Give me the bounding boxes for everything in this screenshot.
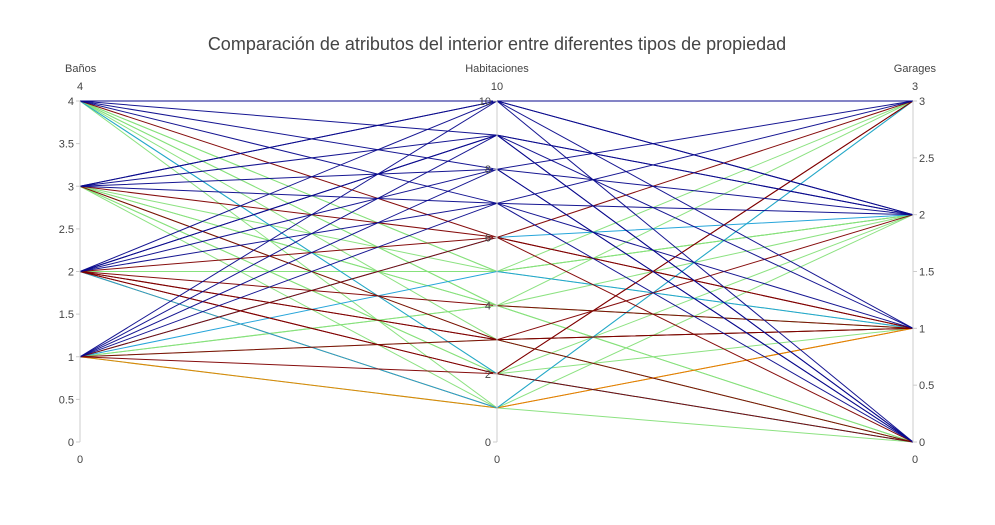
tick-label: 2.5 [59,224,74,236]
range-min-label: 0 [77,454,83,466]
tick-label: 6 [485,232,491,244]
tick-label: 1.5 [59,309,74,321]
tick-label: 2 [485,369,491,381]
tick-label: 3 [919,96,925,108]
tick-label: 0 [68,437,74,449]
axis-3: Garages 3 00 0.5 1 1.5 2 2.5 3 [894,63,937,466]
axes: Baños4000.511.522.533.54Habitaciones1000… [59,63,937,466]
range-min-label: 0 [494,454,500,466]
tick-label: 2.5 [919,153,934,165]
axis-2: Habitaciones 10 00 2 4 6 8 10 [465,63,529,466]
tick-label: 8 [485,164,491,176]
axis-title: Habitaciones [465,63,529,75]
tick-label: 4 [485,301,491,313]
tick-label: 1 [919,323,925,335]
tick-label: 0.5 [59,394,74,406]
tick-label: 10 [479,96,491,108]
tick-label: 1 [68,352,74,364]
axis-title: Garages [894,63,937,75]
tick-label: 4 [68,96,74,108]
tick-label: 0 [919,437,925,449]
chart-title: Comparación de atributos del interior en… [208,34,786,54]
tick-label: 1.5 [919,267,934,279]
tick-label: 0 [485,437,491,449]
range-max-label: 3 [912,81,918,93]
tick-label: 0.5 [919,380,934,392]
axis-title: Baños [65,63,97,75]
range-max-label: 4 [77,81,83,93]
tick-label: 3 [68,181,74,193]
range-max-label: 10 [491,81,503,93]
tick-label: 2 [68,267,74,279]
tick-label: 3.5 [59,139,74,151]
range-min-label: 0 [912,454,918,466]
tick-label: 2 [919,210,925,222]
axis-1: Baños 4 00 0.5 1 1.5 2 2.5 3 3.5 4 [59,63,97,466]
